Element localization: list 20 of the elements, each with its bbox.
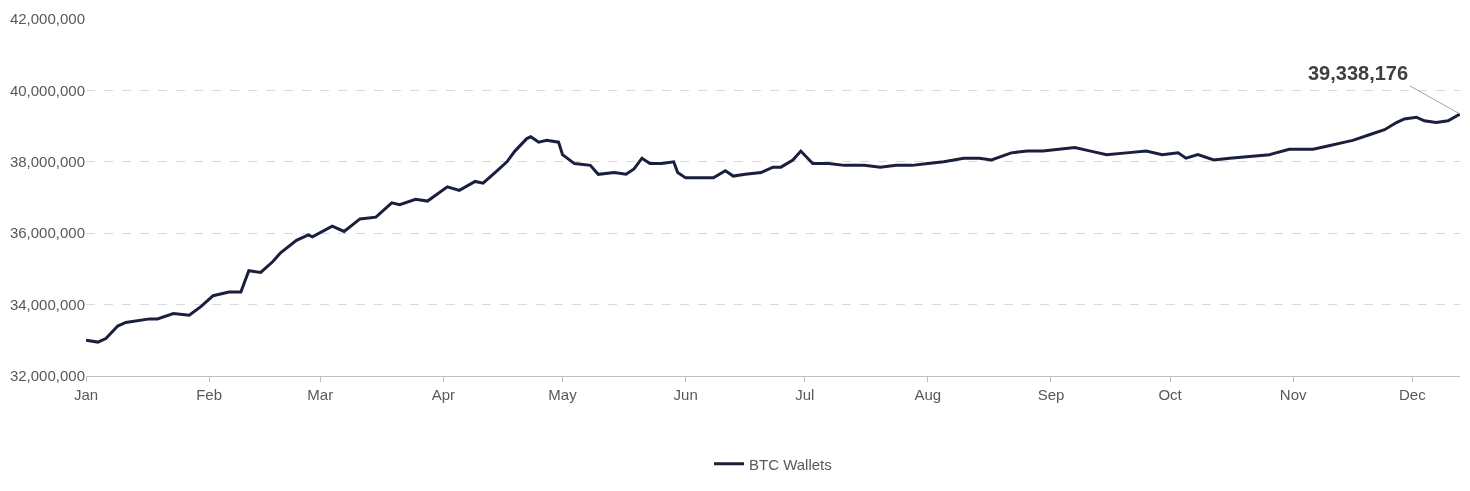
y-tick-label: 32,000,000 [9, 367, 85, 385]
y-tick-label: 36,000,000 [9, 224, 85, 242]
y-tick-label: 38,000,000 [9, 153, 85, 171]
x-tick-label: Apr [431, 386, 456, 403]
x-tick-label: Dec [1399, 386, 1427, 403]
annotation: 39,338,176 [1308, 62, 1409, 84]
x-tick-label: Jan [73, 386, 99, 403]
x-tick-label: Jul [795, 386, 815, 403]
x-tick-label: Mar [307, 386, 334, 403]
x-tick-label: May [548, 386, 578, 403]
x-tick-label: Oct [1158, 386, 1183, 403]
x-tick-label: Aug [914, 386, 942, 403]
x-tick-label: Nov [1279, 386, 1308, 403]
x-tick-label: Feb [196, 386, 223, 403]
x-tick-label: Sep [1037, 386, 1065, 403]
y-tick-label: 40,000,000 [9, 81, 85, 99]
x-tick-label: Jun [673, 386, 698, 403]
legend-label: BTC Wallets [749, 455, 832, 473]
y-tick-label: 34,000,000 [9, 295, 85, 313]
y-tick-label: 42,000,000 [9, 10, 85, 28]
